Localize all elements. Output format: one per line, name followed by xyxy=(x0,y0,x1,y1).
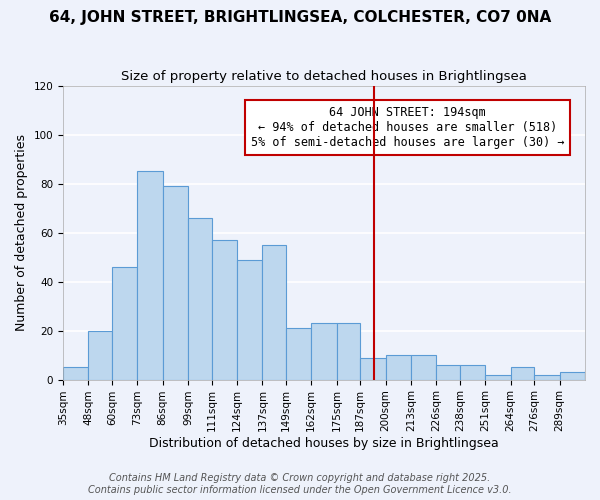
Bar xyxy=(188,218,212,380)
Bar xyxy=(360,358,386,380)
Bar xyxy=(63,368,88,380)
Bar xyxy=(88,330,112,380)
Bar xyxy=(311,323,337,380)
Bar xyxy=(585,370,600,380)
Bar xyxy=(237,260,262,380)
Bar xyxy=(163,186,188,380)
X-axis label: Distribution of detached houses by size in Brightlingsea: Distribution of detached houses by size … xyxy=(149,437,499,450)
Bar xyxy=(534,374,560,380)
Bar xyxy=(411,355,436,380)
Text: 64 JOHN STREET: 194sqm
← 94% of detached houses are smaller (518)
5% of semi-det: 64 JOHN STREET: 194sqm ← 94% of detached… xyxy=(251,106,564,149)
Bar xyxy=(212,240,237,380)
Bar xyxy=(137,172,163,380)
Text: 64, JOHN STREET, BRIGHTLINGSEA, COLCHESTER, CO7 0NA: 64, JOHN STREET, BRIGHTLINGSEA, COLCHEST… xyxy=(49,10,551,25)
Bar xyxy=(286,328,311,380)
Bar xyxy=(386,355,411,380)
Bar xyxy=(337,323,360,380)
Bar xyxy=(511,368,534,380)
Bar xyxy=(262,245,286,380)
Bar xyxy=(112,267,137,380)
Bar xyxy=(560,372,585,380)
Bar xyxy=(460,365,485,380)
Text: Contains HM Land Registry data © Crown copyright and database right 2025.
Contai: Contains HM Land Registry data © Crown c… xyxy=(88,474,512,495)
Y-axis label: Number of detached properties: Number of detached properties xyxy=(15,134,28,331)
Bar xyxy=(436,365,460,380)
Title: Size of property relative to detached houses in Brightlingsea: Size of property relative to detached ho… xyxy=(121,70,527,83)
Bar xyxy=(485,374,511,380)
